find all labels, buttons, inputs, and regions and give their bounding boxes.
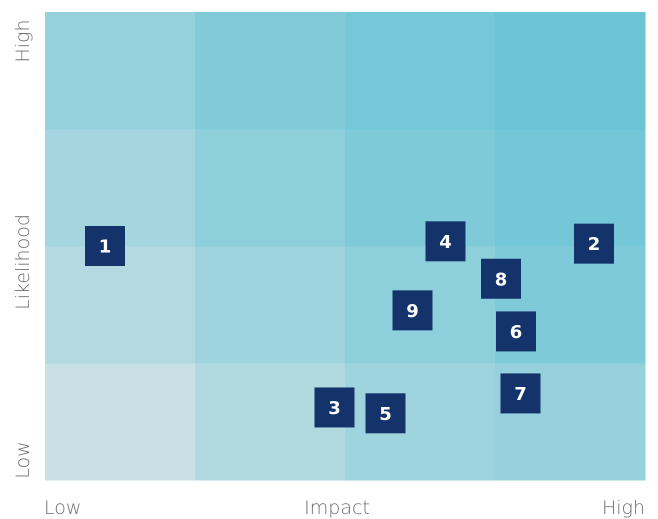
heatmap-cell-2-1 xyxy=(195,129,346,247)
risk-marker-8: 8 xyxy=(481,258,521,299)
y-tick-low: Low xyxy=(12,441,34,478)
x-tick-low: Low xyxy=(44,497,81,519)
y-tick-high: High xyxy=(12,19,34,62)
risk-marker-box xyxy=(496,311,536,352)
risk-marker-1: 1 xyxy=(85,226,125,266)
risk-marker-4: 4 xyxy=(425,221,466,262)
risk-marker-box xyxy=(314,387,355,428)
risk-marker-box xyxy=(574,223,614,264)
risk-marker-9: 9 xyxy=(392,290,433,331)
heatmap-cells xyxy=(45,12,646,481)
risk-marker-label: 6 xyxy=(510,322,523,343)
heatmap-cell-0-0 xyxy=(45,363,196,481)
y-axis-label: Likelihood xyxy=(12,214,34,310)
risk-marker-box xyxy=(85,226,125,266)
heatmap-cell-2-2 xyxy=(345,129,496,247)
risk-marker-5: 5 xyxy=(365,393,406,434)
risk-marker-box xyxy=(481,258,521,299)
risk-marker-label: 3 xyxy=(328,398,341,419)
risk-marker-2: 2 xyxy=(574,223,614,264)
risk-marker-label: 9 xyxy=(406,301,419,322)
risk-marker-label: 1 xyxy=(99,237,112,258)
risk-marker-label: 2 xyxy=(588,234,601,255)
risk-marker-box xyxy=(500,373,541,414)
heatmap-cell-1-1 xyxy=(195,246,346,364)
risk-marker-box xyxy=(425,221,466,262)
risk-marker-label: 4 xyxy=(439,232,452,253)
risk-marker-3: 3 xyxy=(314,387,355,428)
risk-marker-6: 6 xyxy=(496,311,536,352)
risk-marker-box xyxy=(392,290,433,331)
risk-markers: 1 2 3 4 5 6 7 8 9 xyxy=(85,221,614,434)
heatmap-cell-2-3 xyxy=(495,129,646,247)
risk-marker-label: 5 xyxy=(379,404,392,425)
heatmap-cell-3-3 xyxy=(495,12,646,130)
heatmap-cell-3-2 xyxy=(345,12,496,130)
heatmap-cell-3-1 xyxy=(195,12,346,130)
x-tick-high: High xyxy=(602,497,645,519)
risk-marker-box xyxy=(365,393,406,434)
risk-marker-label: 7 xyxy=(514,384,527,405)
risk-marker-7: 7 xyxy=(500,373,541,414)
heatmap-cell-3-0 xyxy=(45,12,196,130)
risk-marker-label: 8 xyxy=(495,269,508,290)
x-axis-label: Impact xyxy=(304,497,370,519)
